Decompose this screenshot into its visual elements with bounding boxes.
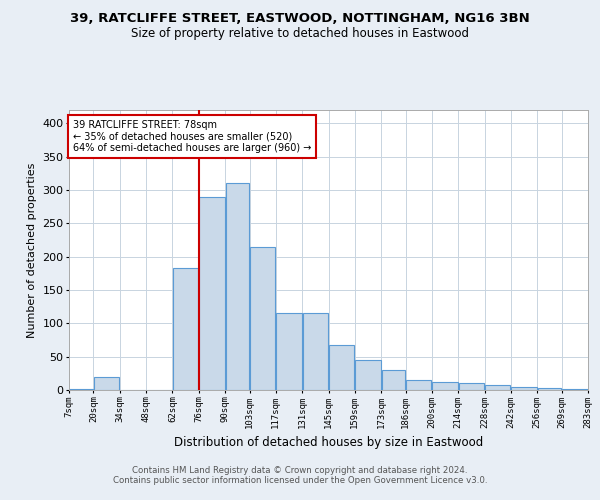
Bar bbox=[199, 196, 224, 390]
Bar bbox=[250, 246, 275, 390]
Bar bbox=[70, 388, 93, 390]
Bar bbox=[459, 384, 484, 390]
Bar bbox=[94, 376, 119, 390]
Bar bbox=[226, 184, 249, 390]
Text: Size of property relative to detached houses in Eastwood: Size of property relative to detached ho… bbox=[131, 28, 469, 40]
Bar bbox=[329, 344, 355, 390]
Text: Contains public sector information licensed under the Open Government Licence v3: Contains public sector information licen… bbox=[113, 476, 487, 485]
Text: Contains HM Land Registry data © Crown copyright and database right 2024.: Contains HM Land Registry data © Crown c… bbox=[132, 466, 468, 475]
Bar bbox=[173, 268, 198, 390]
Y-axis label: Number of detached properties: Number of detached properties bbox=[27, 162, 37, 338]
Bar bbox=[277, 314, 302, 390]
Bar bbox=[433, 382, 458, 390]
Bar bbox=[355, 360, 380, 390]
Bar bbox=[406, 380, 431, 390]
Bar bbox=[511, 386, 537, 390]
Text: 39, RATCLIFFE STREET, EASTWOOD, NOTTINGHAM, NG16 3BN: 39, RATCLIFFE STREET, EASTWOOD, NOTTINGH… bbox=[70, 12, 530, 26]
Bar bbox=[538, 388, 561, 390]
Bar bbox=[382, 370, 405, 390]
Bar bbox=[485, 386, 511, 390]
Text: 39 RATCLIFFE STREET: 78sqm
← 35% of detached houses are smaller (520)
64% of sem: 39 RATCLIFFE STREET: 78sqm ← 35% of deta… bbox=[73, 120, 311, 153]
X-axis label: Distribution of detached houses by size in Eastwood: Distribution of detached houses by size … bbox=[174, 436, 483, 449]
Bar bbox=[562, 388, 587, 390]
Bar bbox=[302, 314, 328, 390]
